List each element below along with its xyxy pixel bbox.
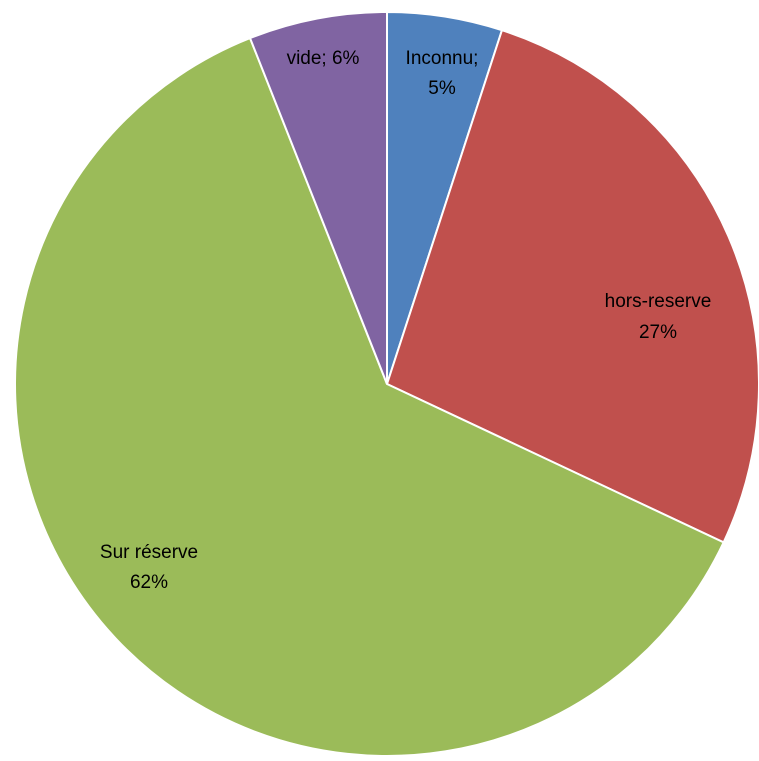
- pie-slices: [14, 10, 759, 757]
- label-hors-reserve-name: hors-reserve: [605, 291, 712, 312]
- pie-slice-vide: [248, 10, 388, 385]
- label-sur-reserve-value: 62%: [130, 572, 168, 593]
- pie-slice-sur-r-serve: [14, 36, 725, 757]
- pie-slice-hors-reserve: [385, 28, 759, 544]
- label-inconnu-name: Inconnu;: [406, 48, 479, 69]
- label-inconnu-value: 5%: [428, 78, 456, 99]
- label-sur-reserve-name: Sur réserve: [100, 542, 198, 563]
- label-hors-reserve-value: 27%: [639, 322, 677, 343]
- label-vide: vide; 6%: [287, 48, 360, 69]
